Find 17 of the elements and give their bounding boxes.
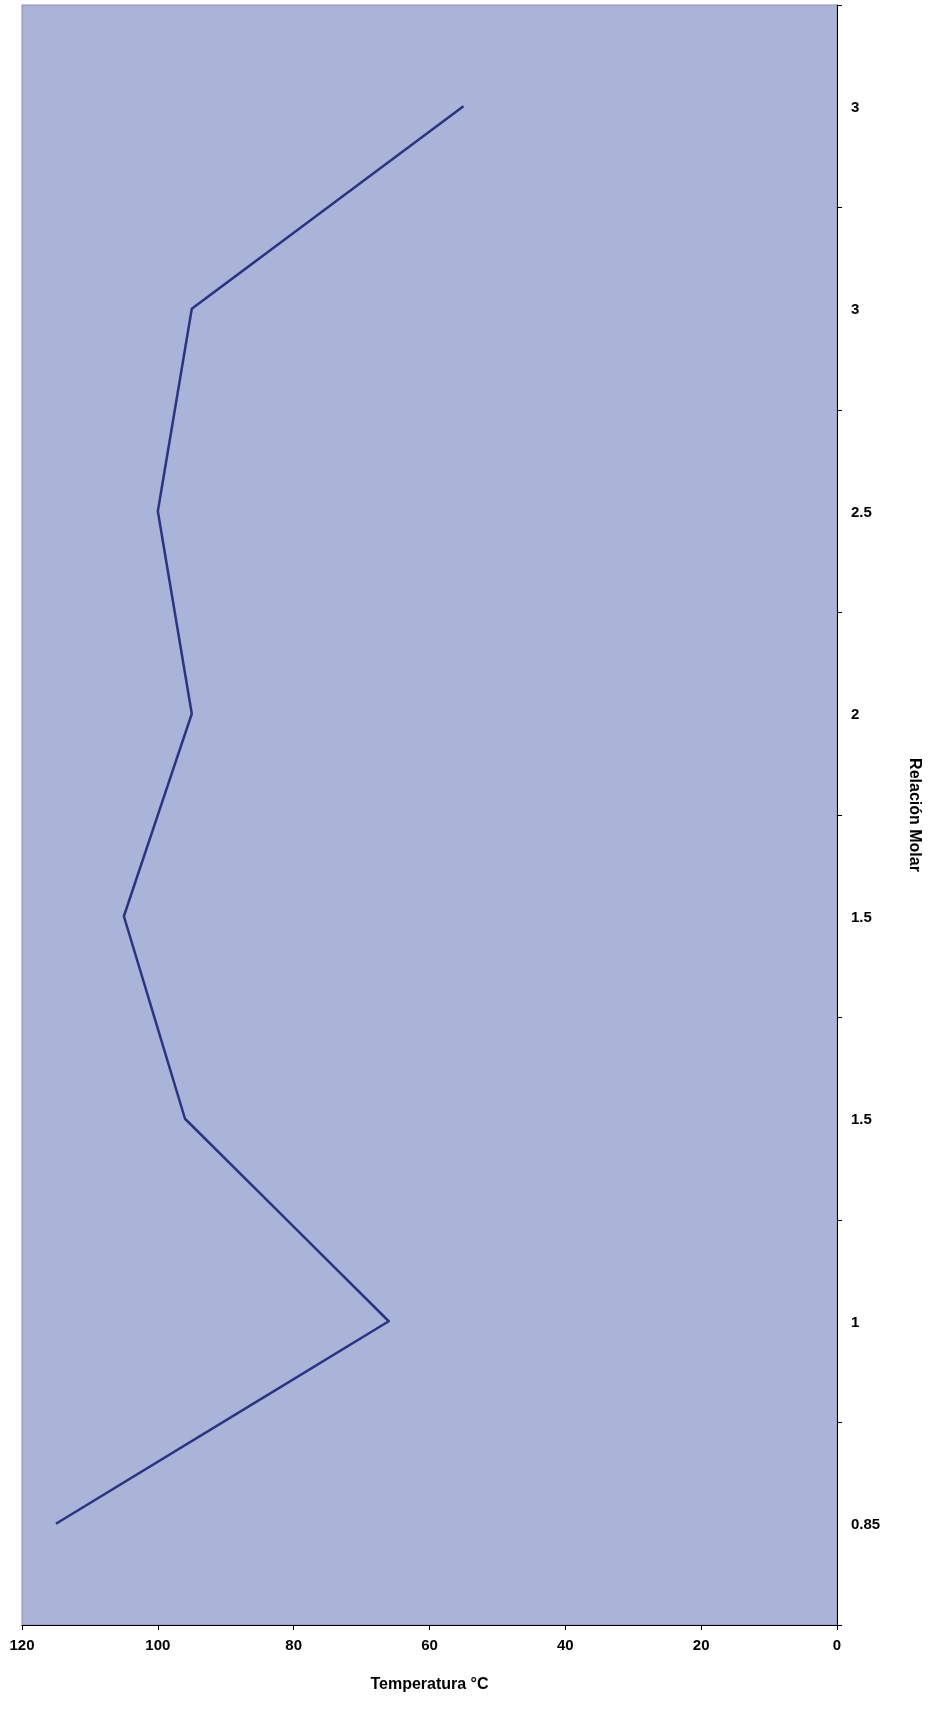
x-axis-title: Temperatura °C: [370, 1674, 490, 1692]
y-tick-label: 2: [851, 705, 860, 723]
x-tick-label: 60: [421, 1636, 438, 1653]
x-tick-label: 40: [556, 1636, 574, 1653]
y-tick-label: 3: [851, 300, 860, 318]
y-axis-title: Relación Molar: [906, 758, 924, 872]
y-tick-label: 1.5: [851, 1110, 872, 1128]
y-tick-label: 0.85: [851, 1515, 881, 1533]
y-tick-label: 3: [851, 97, 860, 115]
y-tick-label: 1.5: [851, 907, 872, 925]
x-tick-label: 80: [285, 1636, 303, 1653]
y-tick-label: 1: [851, 1312, 860, 1330]
x-tick-label: 0: [832, 1636, 842, 1653]
x-tick-label: 20: [692, 1636, 710, 1653]
x-tick-label: 100: [145, 1636, 171, 1653]
x-tick-label: 120: [9, 1636, 35, 1653]
y-tick-label: 2.5: [851, 502, 872, 520]
